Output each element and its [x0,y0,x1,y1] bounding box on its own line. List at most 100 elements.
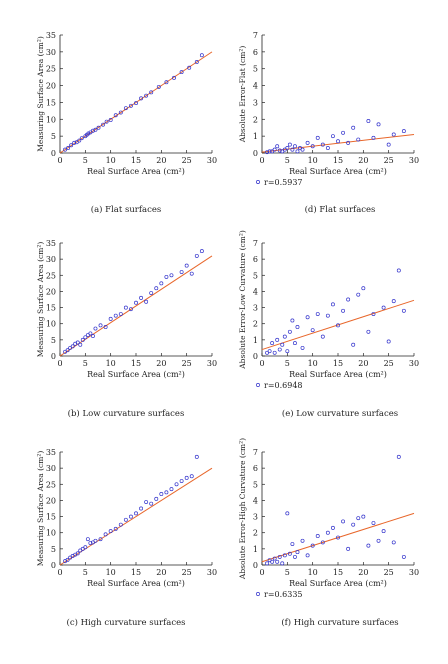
panel-5-legend-label: r=0.6335 [264,590,303,599]
panel-0-x-tick-label: 0 [57,156,62,165]
panel-2-data-point [123,305,128,310]
panel-3-x-tick-label: 25 [384,359,394,368]
panel-5-data-point [325,530,330,535]
panel-1-data-point [277,148,282,153]
panel-5-data-point [391,540,396,545]
panel-1-x-tick-label: 15 [333,156,343,165]
panel-1-data-point [376,122,381,127]
panel-3-data-point [290,318,295,323]
panel-4-y-tick-label: 35 [46,448,56,457]
panel-3-x-tick-label: 0 [259,359,264,368]
panel-2-data-point [118,312,123,316]
panel-1-y-tick-label: 0 [253,149,258,158]
panel-1-data-point [351,125,356,130]
panel-5-data-point [280,561,285,566]
panel-5-data-point [381,529,386,534]
panel-1-data-point [267,149,272,154]
panel-2-data-point [194,253,199,258]
panel-0-data-point [139,96,144,101]
panel-4-data-point [154,496,159,501]
panel-0-y-tick-label: 35 [46,31,56,40]
panel-4-data-point [75,551,80,556]
panel-2-y-tick-label: 35 [46,239,56,248]
panel-5-data-point [295,550,300,555]
panel-4-data-point [174,482,179,487]
panel-4-x-tick-label: 30 [207,568,217,577]
panel-0-y-tick-label: 0 [51,149,56,158]
panel-3-data-point [396,268,401,273]
panel-1-data-point [320,142,325,147]
panel-1-fit-line [261,133,415,153]
panel-5-data-point [310,543,315,548]
panel-1-legend-marker [256,180,260,184]
panel-1-y-tick-label: 6 [253,48,258,57]
panel-5-x-tick-label: 15 [333,568,343,577]
panel-0-data-point [123,106,128,111]
caption-a: (a) Flat surfaces [90,205,162,215]
panel-5-data-point [330,525,335,530]
panel-5-data-point [401,554,406,559]
panel-0-data-point [134,101,138,106]
panel-4-data-point [149,501,154,506]
panel-5-data-point [305,553,310,558]
panel-3-y-tick-label: 3 [253,304,258,313]
panel-0-y-tick-label: 30 [46,48,56,57]
panel-4-data-point [189,474,194,479]
panel-2-y-tick-label: 20 [46,287,56,296]
panel-3-data-point [267,349,272,354]
panel-5-data-point [270,559,275,564]
panel-0-data-point [187,65,192,70]
panel-5-y-tick-label: 7 [253,448,258,457]
panel-2-y-tick-label: 30 [46,255,56,264]
panel-1-data-point [356,137,361,142]
panel-5-data-point [315,533,320,538]
panel-2-fit-line [59,255,213,357]
panel-2-x-tick-label: 0 [57,359,62,368]
panel-1-data-point [336,139,340,144]
panel-5-y-tick-label: 0 [253,561,258,570]
panel-3-data-point [351,342,356,347]
panel-0-data-point [194,60,199,64]
panel-0-y-tick-label: 20 [46,82,56,91]
panel-3-y-tick-label: 6 [253,255,258,264]
panel-3-data-point [346,297,351,302]
panel-1-data-point [292,144,297,149]
panel-4-x-axis-label: Real Surface Area (cm²) [87,579,185,588]
panel-4-data-point [128,514,133,519]
panel-0-data-point [79,136,84,141]
panel-2-data-point [88,331,93,336]
panel-4-x-tick-label: 15 [131,568,141,577]
panel-1-data-point [285,145,290,150]
panel-3-data-point [361,286,366,291]
panel-2-data-point [70,344,75,349]
panel-1-data-point [290,147,295,152]
panel-0-x-axis-label: Real Surface Area (cm²) [87,167,185,176]
panel-4-data-point [159,492,164,496]
panel-1-data-point [287,142,292,147]
caption-d: (d) Flat surfaces [304,205,376,215]
panel-0-data-point [199,53,204,58]
panel-4-x-tick-label: 0 [57,568,62,577]
panel-1-data-point [386,142,391,147]
panel-0-data-point [72,140,77,145]
panel-4-data-point [194,454,199,459]
panel-5-data-point [285,511,290,516]
panel-5-y-tick-label: 6 [253,464,258,473]
panel-0-x-tick-label: 25 [182,156,192,165]
panel-0-data-point [86,131,91,136]
panel-2-data-point [159,281,164,286]
panel-4-x-tick-label: 25 [182,568,192,577]
panel-5-x-tick-label: 30 [409,568,419,577]
panel-2-data-point [184,263,189,268]
panel-5-data-point [287,551,292,556]
panel-3-data-point [366,329,371,334]
panel-5-data-point [366,543,371,548]
panel-2-data-point [93,326,98,331]
panel-4-data-point [144,500,149,504]
panel-1-x-axis-label: Real Surface Area (cm²) [289,167,387,176]
panel-3-x-tick-label: 30 [409,359,419,368]
panel-5-data-point [351,522,356,527]
panel-3-data-point [371,312,376,316]
